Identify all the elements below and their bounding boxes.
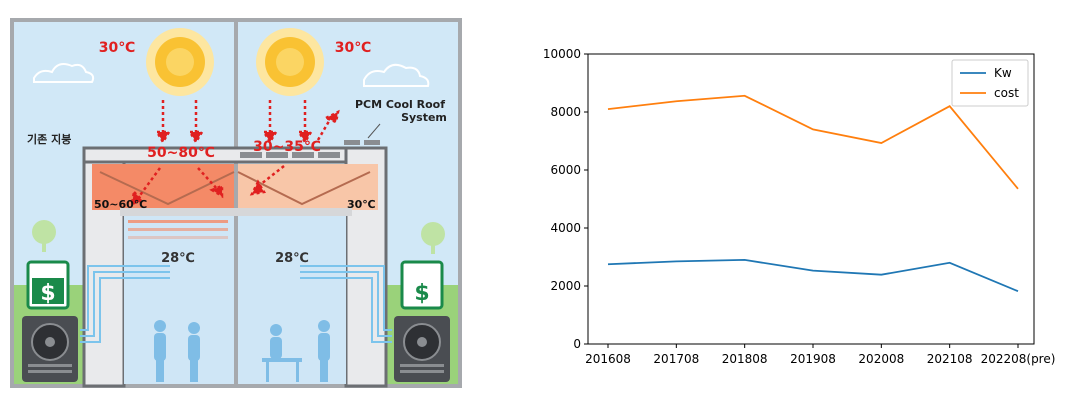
people-icon xyxy=(154,320,330,382)
callout-line xyxy=(367,123,381,139)
legend-label-kw: Kw xyxy=(994,66,1012,80)
line-chart: 0 2000 4000 6000 8000 10000 201608 201708 20180… xyxy=(543,47,1056,366)
series-line-cost xyxy=(607,94,1019,190)
series-line-kw xyxy=(607,258,1019,293)
pcm-system-label: System xyxy=(401,111,447,124)
x-tick-label: 201708 xyxy=(653,352,699,366)
heat-arrow xyxy=(130,100,340,206)
sun-icon xyxy=(146,28,214,96)
y-tick-label: 0 xyxy=(573,337,581,351)
x-tick-label: 201808 xyxy=(722,352,768,366)
plot-area xyxy=(587,53,1035,345)
x-tick-label: 201908 xyxy=(790,352,836,366)
sun-icon xyxy=(256,28,324,96)
existing-roof-label: 기존 지붕 xyxy=(27,132,71,146)
legend-label-cost: cost xyxy=(994,86,1019,100)
pcm-panels xyxy=(240,140,380,158)
tree-icon xyxy=(32,220,56,252)
tree-icon xyxy=(421,222,445,254)
pcm-cool-roof-illustration: $ $ 30℃ 30℃ 기존 지붕 50~80℃ 30~35℃ PCM Cool… xyxy=(10,18,462,388)
cloud-icon xyxy=(363,63,430,87)
x-axis: 201608 201708 201808 201908 202008 202108 2022… xyxy=(585,344,1055,366)
x-tick-label: 202208(pre) xyxy=(981,352,1056,366)
x-tick-label: 202008 xyxy=(858,352,904,366)
room-temp-left: 28℃ xyxy=(161,251,195,266)
y-tick-label: 4000 xyxy=(550,221,581,235)
legend-box xyxy=(951,59,1029,107)
x-tick-label: 201608 xyxy=(585,352,631,366)
ac-unit-icon xyxy=(22,316,78,382)
y-tick-label: 2000 xyxy=(550,279,581,293)
money-box xyxy=(26,260,70,310)
money-box xyxy=(400,260,444,310)
money-symbol: $ xyxy=(40,281,55,306)
sun-temp-left: 30℃ xyxy=(99,40,135,56)
money-symbol: $ xyxy=(414,281,429,306)
ac-unit-icon xyxy=(394,316,450,382)
attic-temp-left: 50~60℃ xyxy=(94,198,147,211)
cloud-icon xyxy=(33,63,95,83)
attic-temp-right: 30℃ xyxy=(347,198,376,211)
roof-temp-left: 50~80℃ xyxy=(147,145,215,161)
y-tick-label: 8000 xyxy=(550,105,581,119)
cool-air-duct xyxy=(80,265,392,343)
heat-radiation xyxy=(128,220,228,239)
y-tick-label: 10000 xyxy=(543,47,581,61)
legend: Kw cost xyxy=(951,59,1029,107)
pcm-system-label: PCM Cool Roof xyxy=(355,98,445,111)
x-tick-label: 202108 xyxy=(927,352,973,366)
roof-temp-right: 30~35℃ xyxy=(253,139,321,155)
y-tick-label: 6000 xyxy=(550,163,581,177)
room-temp-right: 28℃ xyxy=(275,251,309,266)
y-axis: 0 2000 4000 6000 8000 10000 xyxy=(543,47,588,351)
sun-temp-right: 30℃ xyxy=(335,40,371,56)
series-lines xyxy=(607,94,1019,293)
